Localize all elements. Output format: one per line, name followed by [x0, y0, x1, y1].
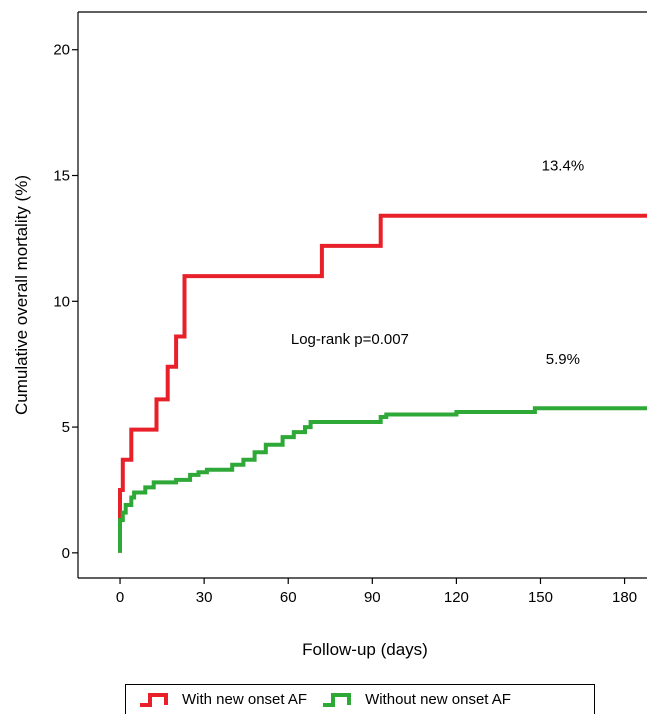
x-tick-label: 180 — [612, 589, 637, 606]
series-group — [118, 213, 647, 553]
x-axis-title: Follow-up (days) — [302, 640, 428, 659]
y-axis-title: Cumulative overall mortality (%) — [12, 175, 31, 415]
chart-plot: 0 30 60 90 120 150 180 0 5 10 15 20 13.4% 5.9% Log-r… — [12, 11, 647, 659]
legend-label-with-af: With new onset AF — [182, 691, 308, 708]
legend-item-without-af: Without new onset AF — [321, 691, 511, 709]
legend-item-with-af: With new onset AF — [138, 691, 307, 709]
series-line-with-af — [118, 213, 647, 553]
legend: With new onset AF Without new onset AF — [125, 684, 595, 714]
y-tick-label: 10 — [53, 293, 70, 310]
series-line-without-af — [118, 406, 647, 553]
y-tick-label: 20 — [53, 42, 70, 59]
legend-label-without-af: Without new onset AF — [365, 691, 511, 708]
legend-step-icon-red — [140, 692, 168, 707]
x-tick-label: 90 — [364, 589, 381, 606]
annotation-label: 5.9% — [546, 351, 580, 368]
x-tick-label: 150 — [528, 589, 553, 606]
x-tick-label: 60 — [280, 589, 297, 606]
annotation-label: 13.4% — [542, 157, 585, 174]
x-tick-label: 120 — [444, 589, 469, 606]
annotation-label: Log-rank p=0.007 — [291, 331, 409, 348]
y-tick-label: 15 — [53, 168, 70, 185]
axes — [77, 11, 647, 579]
legend-step-icon-green — [323, 692, 352, 707]
x-tick-label: 0 — [116, 589, 124, 606]
y-tick-label: 5 — [62, 419, 70, 436]
x-ticks: 0 30 60 90 120 150 180 — [116, 578, 637, 606]
annotations: 13.4% 5.9% Log-rank p=0.007 — [291, 157, 584, 368]
x-tick-label: 30 — [196, 589, 213, 606]
y-tick-label: 0 — [62, 545, 70, 562]
y-ticks: 0 5 10 15 20 — [53, 42, 78, 562]
